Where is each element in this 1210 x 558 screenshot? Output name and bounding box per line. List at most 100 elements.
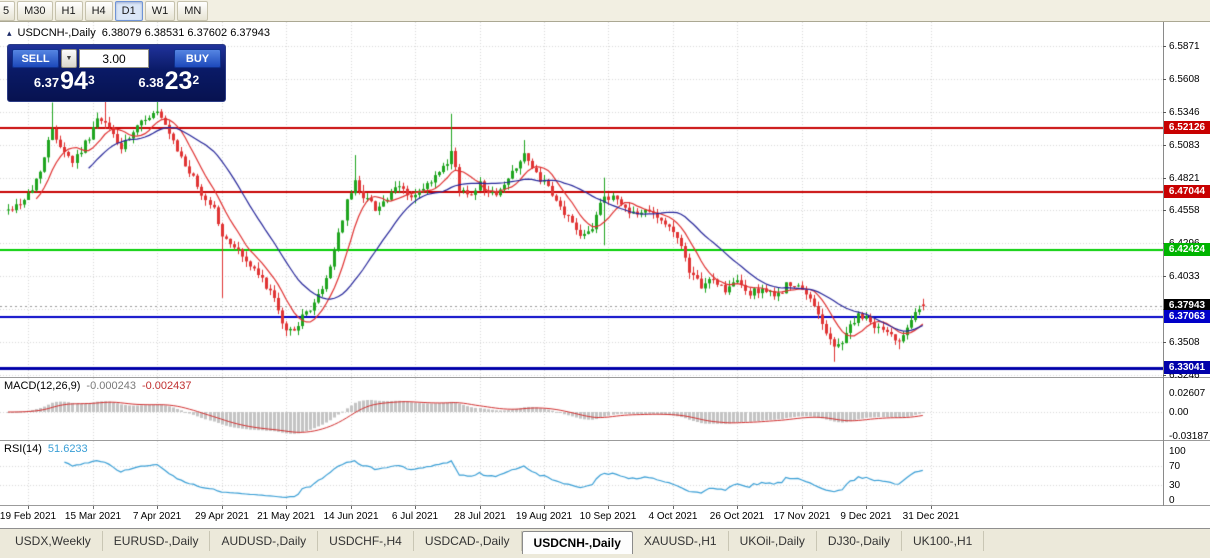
chart-tab-usdx-weekly[interactable]: USDX,Weekly bbox=[4, 531, 103, 551]
timeframe-toolbar: 5 M30 H1 H4 D1 W1 MN bbox=[0, 0, 1210, 22]
one-click-toggle-icon[interactable]: ▴ bbox=[7, 27, 12, 38]
trade-prices-row: 6.37 94 3 6.38 23 2 bbox=[12, 69, 221, 94]
date-axis-label: 4 Oct 2021 bbox=[648, 511, 698, 522]
date-axis-label: 14 Jun 2021 bbox=[323, 511, 379, 522]
price-tick-mark bbox=[1163, 112, 1166, 113]
date-axis-label: 15 Mar 2021 bbox=[64, 511, 122, 522]
chart-tab-usdcad-daily[interactable]: USDCAD-,Daily bbox=[414, 531, 522, 551]
timeframe-button-mn[interactable]: MN bbox=[177, 0, 209, 21]
date-tick-mark bbox=[544, 506, 545, 509]
rsi-label: RSI(14) 51.6233 bbox=[4, 443, 88, 455]
date-tick-mark bbox=[286, 506, 287, 509]
rsi-name: RSI(14) bbox=[4, 443, 42, 455]
price-tick-mark bbox=[1163, 145, 1166, 146]
date-tick-mark bbox=[157, 506, 158, 509]
price-axis-tick: 6.4821 bbox=[1169, 173, 1200, 184]
rsi-axis-tick: 100 bbox=[1169, 446, 1186, 457]
chart-tab-eurusd-daily[interactable]: EURUSD-,Daily bbox=[103, 531, 211, 551]
price-axis-tick: 6.3508 bbox=[1169, 337, 1200, 348]
date-tick-mark bbox=[931, 506, 932, 509]
date-axis-label: 19 Feb 2021 bbox=[0, 511, 57, 522]
price-tick-mark bbox=[1163, 178, 1166, 179]
chart-title: ▴ USDCNH-,Daily 6.38079 6.38531 6.37602 … bbox=[7, 27, 270, 39]
date-tick-mark bbox=[415, 506, 416, 509]
date-tick-mark bbox=[351, 506, 352, 509]
date-tick-mark bbox=[866, 506, 867, 509]
panel-separator bbox=[0, 440, 1210, 441]
price-axis-tick: 6.3246 bbox=[1169, 370, 1200, 381]
panel-separator bbox=[0, 505, 1210, 506]
price-axis-tick: 6.5083 bbox=[1169, 140, 1200, 151]
volume-dropdown-icon[interactable]: ▼ bbox=[61, 49, 77, 68]
date-axis-label: 26 Oct 2021 bbox=[709, 511, 765, 522]
timeframe-button-d1[interactable]: D1 bbox=[114, 0, 143, 21]
date-tick-mark bbox=[608, 506, 609, 509]
chart-tab-xauusd-h1[interactable]: XAUUSD-,H1 bbox=[633, 531, 729, 551]
timeframe-button-m30[interactable]: M30 bbox=[17, 0, 53, 21]
chart-tab-audusd-daily[interactable]: AUDUSD-,Daily bbox=[210, 531, 319, 551]
price-axis-tick: 6.4558 bbox=[1169, 205, 1200, 216]
macd-axis-tick: -0.03187 bbox=[1169, 431, 1209, 442]
chart-symbol-period: USDCNH-,Daily bbox=[17, 27, 96, 39]
rsi-axis-tick: 70 bbox=[1169, 461, 1181, 472]
axis-separator bbox=[1163, 22, 1164, 506]
ask-price: 6.38 23 2 bbox=[117, 69, 222, 94]
price-level-badge: 6.33041 bbox=[1164, 361, 1210, 374]
price-tick-mark bbox=[1163, 375, 1166, 376]
macd-label: MACD(12,26,9) -0.000243 -0.002437 bbox=[4, 380, 192, 392]
bid-pip-digit: 3 bbox=[87, 73, 95, 87]
one-click-trading-panel: SELL ▼ BUY 6.37 94 3 6.38 23 2 bbox=[7, 44, 226, 102]
price-axis[interactable]: 6.5871 6.5608 6.5346 6.5083 6.4821 6.4558 6.42… bbox=[1163, 22, 1210, 506]
rsi-axis-tick: 0 bbox=[1169, 495, 1175, 506]
price-level-badge: 6.47044 bbox=[1164, 185, 1210, 198]
date-tick-mark bbox=[480, 506, 481, 509]
price-axis-tick: 6.5608 bbox=[1169, 74, 1200, 85]
rsi-indicator-canvas[interactable] bbox=[0, 441, 1163, 506]
macd-name: MACD(12,26,9) bbox=[4, 380, 81, 392]
date-axis-label: 17 Nov 2021 bbox=[773, 511, 831, 522]
price-tick-mark bbox=[1163, 79, 1166, 80]
chart-tab-usdcnh-daily[interactable]: USDCNH-,Daily bbox=[521, 531, 633, 554]
macd-panel bbox=[0, 378, 1163, 441]
rsi-axis-tick: 30 bbox=[1169, 480, 1181, 491]
price-level-badge: 6.52126 bbox=[1164, 121, 1210, 134]
date-axis-label: 21 May 2021 bbox=[257, 511, 315, 522]
macd-indicator-canvas[interactable] bbox=[0, 378, 1163, 441]
date-axis-label: 6 Jul 2021 bbox=[391, 511, 439, 522]
trade-controls-row: SELL ▼ BUY bbox=[12, 49, 221, 68]
timeframe-button-h4[interactable]: H4 bbox=[84, 0, 113, 21]
chart-tab-uk100-h1[interactable]: UK100-,H1 bbox=[902, 531, 985, 551]
date-tick-mark bbox=[222, 506, 223, 509]
date-axis-label: 7 Apr 2021 bbox=[132, 511, 182, 522]
price-level-badge: 6.37943 bbox=[1164, 299, 1210, 312]
chart-ohlc-values: 6.38079 6.38531 6.37602 6.37943 bbox=[101, 27, 270, 39]
date-tick-mark bbox=[673, 506, 674, 509]
sell-button[interactable]: SELL bbox=[12, 49, 59, 68]
price-axis-tick: 6.5871 bbox=[1169, 41, 1200, 52]
volume-input[interactable] bbox=[79, 49, 149, 68]
bid-prefix: 6.37 bbox=[33, 75, 60, 90]
price-axis-tick: 6.5346 bbox=[1169, 107, 1200, 118]
chart-tab-usdchf-h4[interactable]: USDCHF-,H4 bbox=[318, 531, 414, 551]
date-axis-label: 9 Dec 2021 bbox=[840, 511, 892, 522]
price-tick-mark bbox=[1163, 210, 1166, 211]
date-axis-label: 19 Aug 2021 bbox=[515, 511, 573, 522]
macd-signal-value: -0.002437 bbox=[141, 380, 192, 392]
date-tick-mark bbox=[802, 506, 803, 509]
price-level-badge: 6.42424 bbox=[1164, 243, 1210, 256]
rsi-value: 51.6233 bbox=[47, 443, 88, 455]
time-axis[interactable]: 19 Feb 2021 15 Mar 2021 7 Apr 2021 29 Apr 2… bbox=[0, 506, 1163, 528]
price-tick-mark bbox=[1163, 46, 1166, 47]
chart-tab-ukoil-daily[interactable]: UKOil-,Daily bbox=[729, 531, 817, 551]
macd-axis-tick: 0.02607 bbox=[1169, 388, 1206, 399]
timeframe-button-w1[interactable]: W1 bbox=[144, 0, 176, 21]
timeframe-button-5[interactable]: 5 bbox=[0, 0, 16, 21]
date-tick-mark bbox=[93, 506, 94, 509]
price-tick-mark bbox=[1163, 342, 1166, 343]
rsi-panel bbox=[0, 441, 1163, 506]
chart-tab-dj30-daily[interactable]: DJ30-,Daily bbox=[817, 531, 902, 551]
date-tick-mark bbox=[737, 506, 738, 509]
timeframe-button-h1[interactable]: H1 bbox=[54, 0, 83, 21]
date-tick-mark bbox=[28, 506, 29, 509]
buy-button[interactable]: BUY bbox=[174, 49, 221, 68]
